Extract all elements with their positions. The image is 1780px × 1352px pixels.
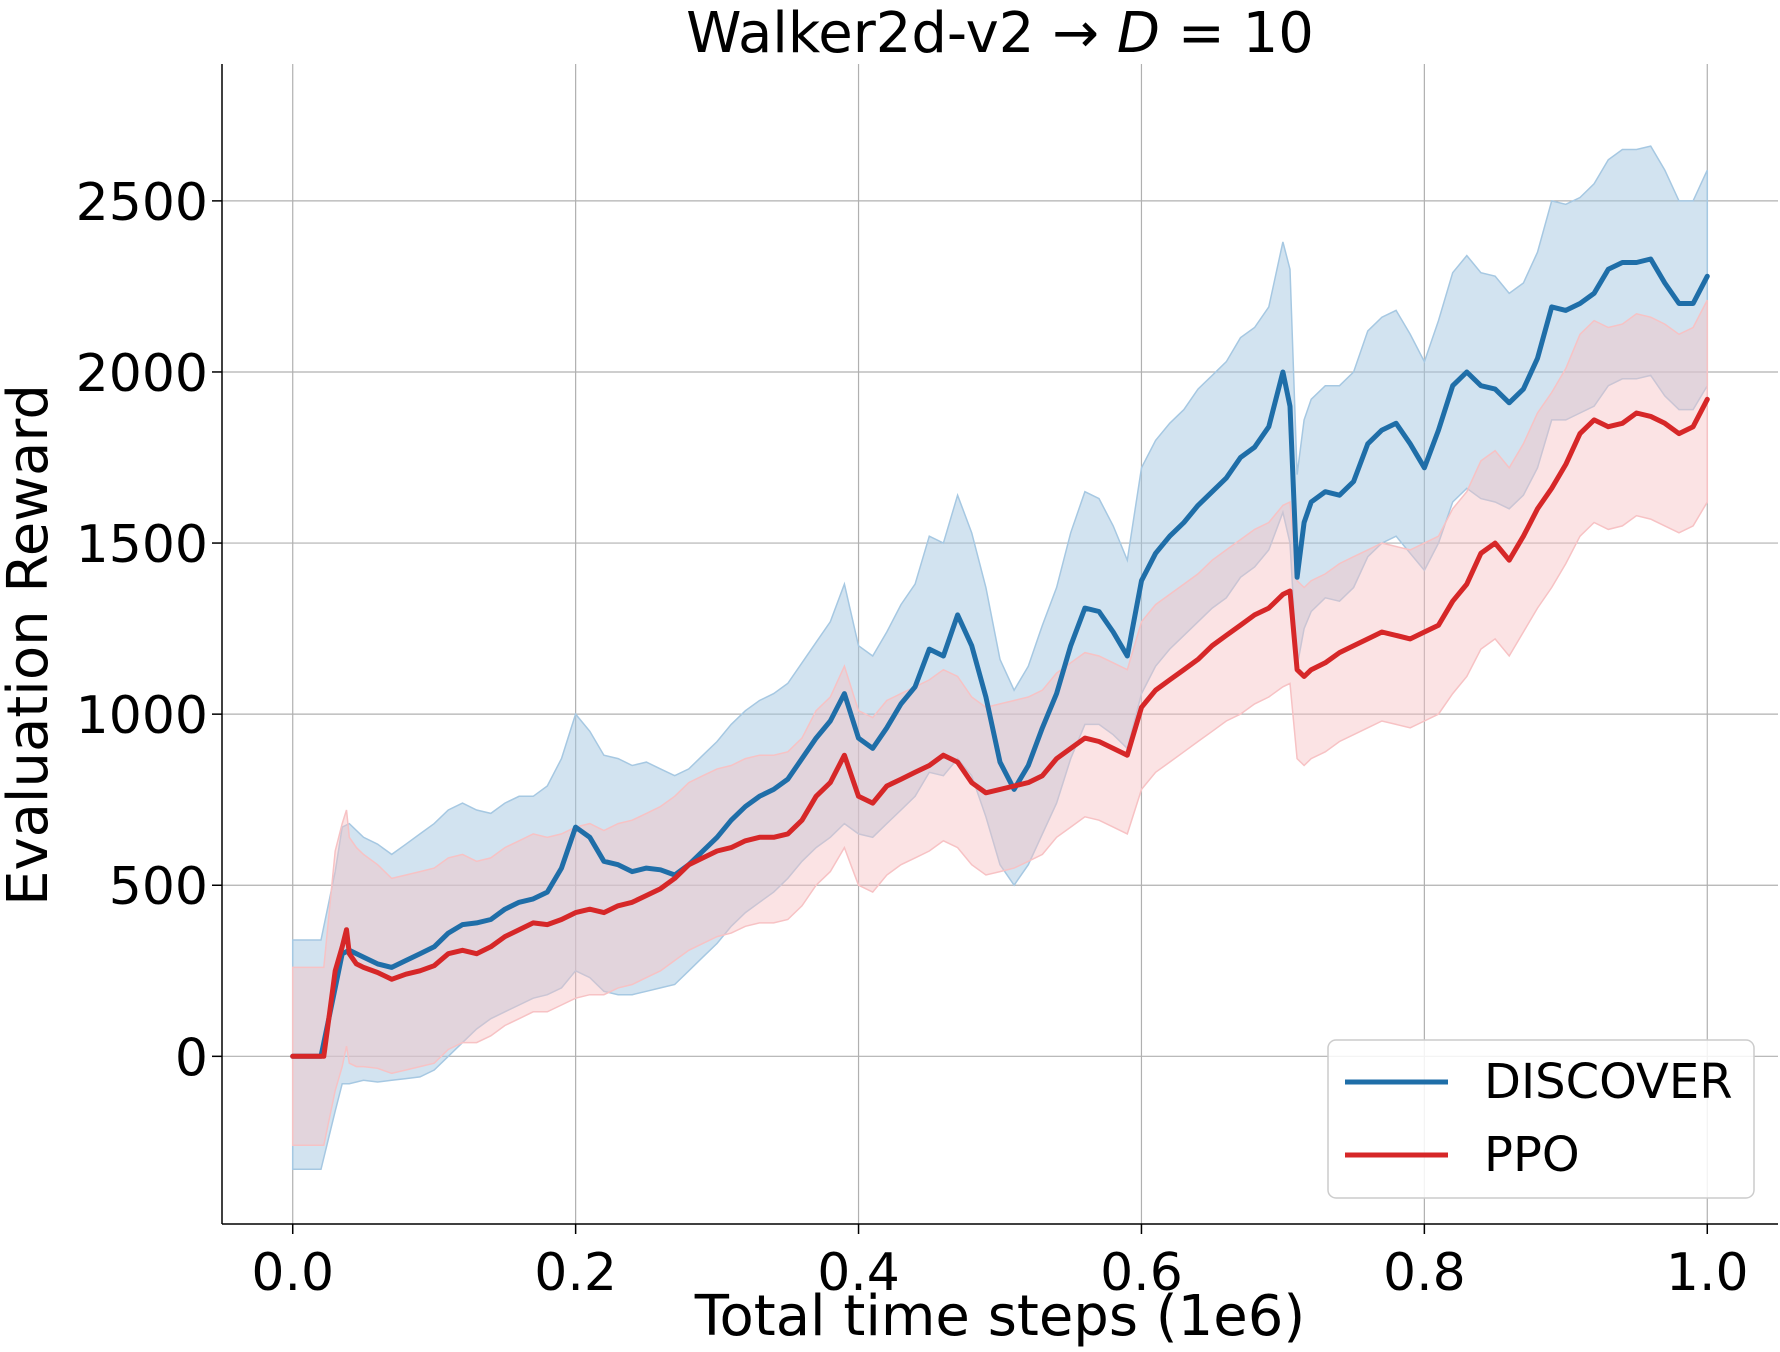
axes xyxy=(221,64,1778,1225)
y-axis-label: Evaluation Reward xyxy=(0,384,61,906)
title-variable: D xyxy=(1117,1,1160,66)
confidence-bands xyxy=(291,145,1709,1171)
title-suffix: = 10 xyxy=(1160,1,1314,66)
x-ticks: 0.0 0.2 0.4 0.6 0.8 1.0 xyxy=(251,1224,1749,1303)
x-axis-label: Total time steps (1e6) xyxy=(694,1284,1305,1349)
chart-title: Walker2d-v2 → D = 10 xyxy=(686,1,1314,66)
x-tick-label: 0.8 xyxy=(1383,1243,1466,1303)
y-tick-label: 0 xyxy=(175,1028,208,1088)
legend-label-discover: DISCOVER xyxy=(1484,1054,1733,1110)
x-tick-label: 1.0 xyxy=(1666,1243,1749,1303)
series-lines xyxy=(290,256,1710,1059)
y-tick-label: 2000 xyxy=(76,344,208,404)
discover-line xyxy=(290,256,1710,1059)
ppo-line xyxy=(290,396,1710,1059)
legend-label-ppo: PPO xyxy=(1484,1127,1580,1183)
ppo-confidence-band xyxy=(291,299,1709,1147)
y-tick-label: 1500 xyxy=(76,515,208,575)
x-tick-label: 0.4 xyxy=(817,1243,900,1303)
x-tick-label: 0.6 xyxy=(1100,1243,1183,1303)
title-prefix: Walker2d-v2 → xyxy=(686,1,1117,66)
y-tick-label: 2500 xyxy=(76,173,208,233)
x-tick-label: 0.2 xyxy=(534,1243,617,1303)
legend: DISCOVER PPO xyxy=(1327,1039,1755,1199)
x-tick-label: 0.0 xyxy=(251,1243,334,1303)
y-tick-label: 500 xyxy=(109,857,208,917)
y-tick-label: 1000 xyxy=(76,686,208,746)
y-ticks: 0 500 1000 1500 2000 2500 xyxy=(76,173,222,1088)
